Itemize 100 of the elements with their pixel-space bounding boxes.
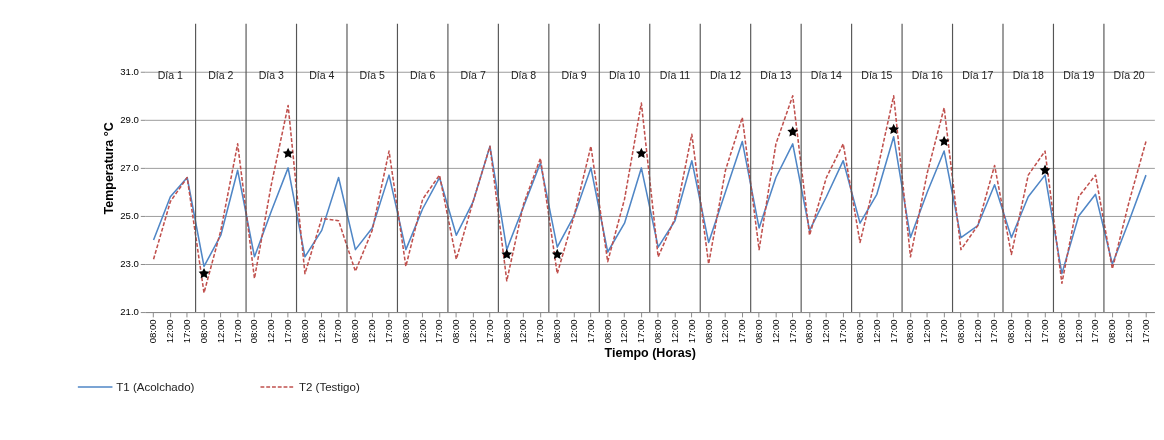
point	[501, 248, 513, 260]
annotation: Día 16	[911, 69, 943, 82]
x-tick-label: 08:00	[1005, 319, 1017, 344]
x-tick-label: 17:00	[988, 319, 1000, 344]
x-tick-label: 17:00	[685, 319, 697, 344]
legend-label: T2 (Testigo)	[298, 380, 360, 393]
x-tick-label: 17:00	[837, 319, 849, 344]
annotation: Día 3	[258, 69, 285, 82]
x-tick-label: 12:00	[164, 319, 176, 344]
annotation: Día 6	[410, 69, 436, 82]
x-tick-label: 17:00	[181, 319, 193, 344]
annotation: Día 7	[460, 69, 486, 82]
annotation: Día 20	[1113, 69, 1145, 82]
x-tick-label: 08:00	[399, 319, 411, 344]
y-tick-label: 23.0	[120, 258, 139, 270]
x-tick-label: 17:00	[1139, 319, 1151, 344]
x-tick-label: 17:00	[433, 319, 445, 344]
x-tick-label: 08:00	[702, 319, 714, 344]
x-tick-label: 12:00	[467, 319, 479, 344]
x-tick-label: 17:00	[786, 319, 798, 344]
annotation: Día 18	[1012, 69, 1044, 82]
annotation: Día 19	[1063, 69, 1095, 82]
x-tick-label: 17:00	[231, 319, 243, 344]
x-tick-label: 08:00	[551, 319, 563, 344]
x-tick-label: 12:00	[517, 319, 529, 344]
x-tick-label: 12:00	[668, 319, 680, 344]
annotation: Día 5	[359, 69, 385, 82]
x-tick-label: 17:00	[382, 319, 394, 344]
x-tick-label: 08:00	[803, 319, 815, 344]
annotation: Día 9	[561, 69, 587, 82]
x-tick-label: 17:00	[1038, 319, 1050, 344]
x-tick-label: 17:00	[938, 319, 950, 344]
x-tick-label: 08:00	[1106, 319, 1118, 344]
annotation: Día 17	[962, 69, 994, 82]
annotation: Día 10	[608, 69, 641, 82]
x-tick-label: 17:00	[635, 319, 647, 344]
x-tick-label: 08:00	[147, 319, 159, 344]
point	[1039, 164, 1051, 175]
x-tick-label: 12:00	[416, 319, 428, 344]
y-axis-title: Temperatura °C	[102, 122, 117, 215]
x-tick-label: 17:00	[1089, 319, 1101, 344]
x-tick-label: 08:00	[349, 319, 361, 344]
x-tick-label: 12:00	[1022, 319, 1034, 344]
x-tick-label: 08:00	[248, 319, 260, 344]
x-tick-label: 12:00	[1123, 319, 1135, 344]
point	[635, 147, 647, 159]
x-tick-label: 08:00	[197, 319, 209, 344]
point	[551, 248, 563, 260]
x-tick-label: 17:00	[887, 319, 899, 344]
y-tick-label: 21.0	[120, 306, 139, 318]
x-tick-label: 12:00	[921, 319, 933, 344]
x-tick-label: 08:00	[752, 319, 764, 344]
x-tick-label: 17:00	[282, 319, 293, 344]
x-tick-label: 08:00	[853, 319, 865, 344]
annotation: Día 11	[659, 69, 691, 82]
x-tick-label: 17:00	[736, 319, 748, 344]
x-tick-label: 08:00	[298, 319, 310, 344]
x-tick-label: 12:00	[769, 319, 781, 344]
annotation: Día 4	[309, 69, 335, 82]
x-tick-label: 12:00	[719, 319, 731, 344]
x-tick-label: 12:00	[315, 319, 327, 344]
x-tick-label: 12:00	[618, 319, 630, 344]
x-tick-label: 17:00	[534, 319, 546, 344]
x-tick-label: 17:00	[332, 319, 344, 344]
point	[787, 126, 799, 137]
x-tick-label: 08:00	[652, 319, 664, 344]
legend-label: T1 (Acolchado)	[116, 380, 195, 393]
point	[282, 147, 294, 159]
annotation: Día 1	[157, 69, 184, 82]
x-tick-label: 08:00	[601, 319, 613, 344]
x-tick-label: 08:00	[450, 319, 462, 344]
y-tick-label: 25.0	[120, 210, 139, 222]
x-tick-label: 12:00	[820, 319, 832, 344]
y-tick-label: 27.0	[120, 162, 139, 174]
annotation: Día 14	[810, 69, 843, 82]
y-tick-label: 31.0	[120, 66, 139, 78]
x-tick-label: 17:00	[584, 319, 596, 344]
x-tick-label: 12:00	[1072, 319, 1084, 344]
point	[938, 135, 950, 147]
x-tick-label: 08:00	[904, 319, 916, 344]
x-tick-label: 08:00	[500, 319, 512, 344]
x-tick-label: 08:00	[1055, 319, 1067, 344]
x-axis-title: Tiempo (Horas)	[604, 345, 696, 360]
x-tick-label: 08:00	[954, 319, 966, 344]
annotation: Día 15	[861, 69, 893, 82]
x-tick-label: 12:00	[366, 319, 378, 344]
x-tick-label: 12:00	[567, 319, 579, 344]
line-series	[152, 95, 1147, 294]
annotation: Día 2	[208, 69, 234, 82]
annotation: Día 8	[510, 69, 537, 82]
x-tick-label: 12:00	[870, 319, 882, 344]
x-tick-label: 12:00	[265, 319, 277, 344]
point	[888, 123, 900, 135]
annotation: Día 13	[760, 69, 792, 82]
annotation: Día 12	[709, 69, 742, 82]
point	[198, 267, 210, 279]
x-tick-label: 17:00	[483, 319, 495, 344]
x-tick-label: 12:00	[214, 319, 226, 344]
x-tick-label: 12:00	[971, 319, 983, 344]
y-tick-label: 29.0	[120, 114, 139, 126]
